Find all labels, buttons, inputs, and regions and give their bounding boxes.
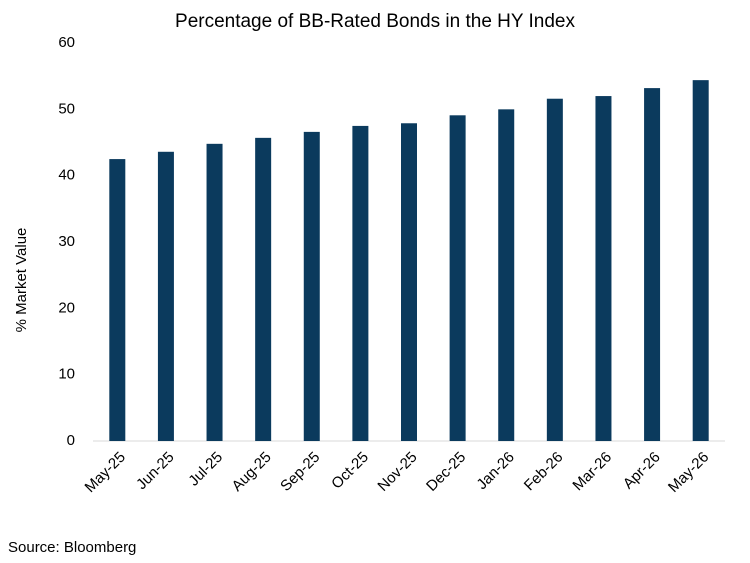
y-tick-label: 50: [58, 100, 75, 117]
x-tick-label: Sep-25: [277, 449, 323, 495]
chart-title: Percentage of BB-Rated Bonds in the HY I…: [175, 11, 575, 32]
bar: [109, 159, 126, 442]
bar: [401, 123, 417, 441]
x-tick-label: Aug-25: [229, 449, 275, 495]
bar: [546, 98, 563, 441]
x-tick-label: Jun-25: [133, 449, 177, 493]
x-tick-label: Dec-25: [423, 449, 469, 495]
x-tick-label: Jul-25: [185, 449, 226, 490]
y-tick-label: 20: [58, 299, 75, 316]
x-tick-label: Mar-26: [569, 449, 615, 495]
y-tick-label: 0: [67, 432, 75, 449]
bar: [303, 131, 320, 442]
x-tick-label: May-25: [82, 449, 129, 496]
x-tick-label: Jan-26: [473, 449, 517, 493]
bar: [449, 115, 466, 441]
x-tick-label: Nov-25: [374, 449, 420, 495]
bar: [644, 88, 661, 442]
y-tick-label: 40: [58, 167, 75, 184]
x-tick-label: May-26: [665, 449, 712, 496]
bar: [692, 80, 709, 441]
bar: [157, 151, 174, 441]
y-tick-label: 60: [58, 34, 75, 51]
bar: [255, 137, 272, 441]
bar: [352, 125, 369, 442]
y-axis-label: % Market Value: [13, 228, 30, 333]
x-tick-label: Oct-25: [328, 449, 372, 493]
bar: [595, 96, 612, 442]
x-tick-label: Apr-26: [620, 449, 664, 493]
y-tick-label: 10: [58, 366, 75, 383]
y-tick-label: 30: [58, 233, 75, 250]
source-note: Source: Bloomberg: [8, 539, 136, 556]
bar: [498, 109, 515, 441]
x-tick-label: Feb-26: [521, 449, 567, 495]
bar: [206, 143, 223, 441]
